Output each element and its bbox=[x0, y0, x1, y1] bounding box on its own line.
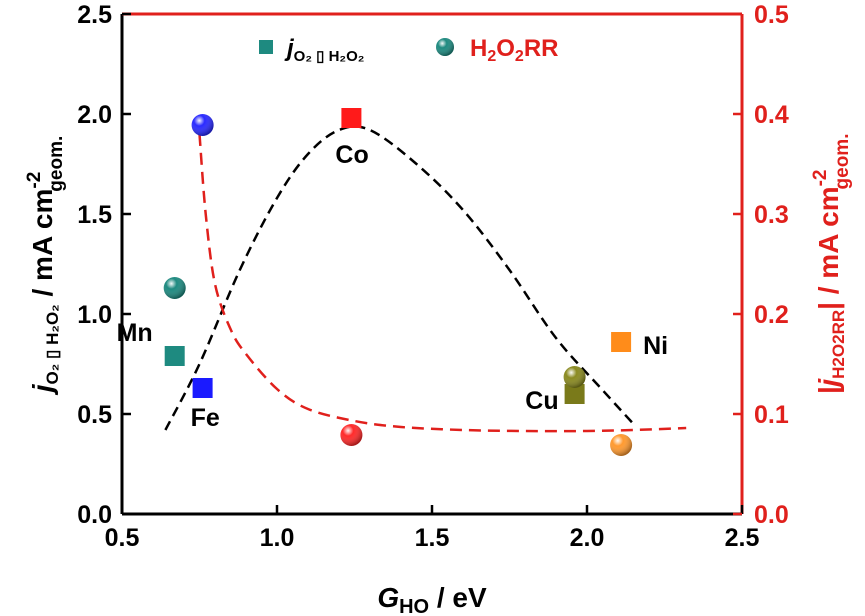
square-marker-cu bbox=[564, 384, 585, 404]
left-axis-title: jO₂ ▯ H₂O₂ / mA cm-2geom. bbox=[24, 136, 67, 397]
sphere-shading-0 bbox=[191, 114, 214, 136]
left-axis-symbol: j bbox=[27, 383, 58, 396]
x-tick-label-4: 2.5 bbox=[725, 524, 760, 552]
legend-entry-1: jO₂ ▯ H₂O₂ bbox=[284, 35, 364, 65]
legend-entry-1-symbol: j bbox=[284, 35, 295, 62]
left-axis-subscript-2: geom. bbox=[46, 136, 67, 192]
y-left-tick-label-0: 0.0 bbox=[77, 501, 112, 529]
right-axis-superscript: -2 bbox=[810, 169, 831, 186]
x-axis-symbol: G bbox=[377, 582, 399, 613]
square-marker-mn bbox=[164, 346, 185, 366]
legend-entry-1-subscript: O₂ ▯ H₂O₂ bbox=[294, 48, 365, 65]
right-axis-symbol: |j bbox=[813, 378, 844, 395]
left-axis-superscript: -2 bbox=[24, 172, 45, 189]
y-right-tick-label-5: 0.5 bbox=[754, 1, 789, 29]
data-markers bbox=[163, 108, 633, 456]
x-axis-subscript: HO bbox=[399, 596, 429, 616]
legend: jO₂ ▯ H₂O₂ H2O2RR bbox=[259, 35, 559, 65]
square-marker-ni bbox=[611, 332, 632, 352]
point-label-mn: Mn bbox=[117, 319, 153, 347]
trend-lines bbox=[164, 125, 687, 433]
point-label-ni: Ni bbox=[643, 332, 668, 360]
right-axis-unit: | / mA cm bbox=[813, 186, 844, 310]
point-label-co: Co bbox=[335, 141, 368, 169]
y-left-tick-label-1: 0.5 bbox=[77, 401, 112, 429]
sphere-shading-4 bbox=[610, 434, 633, 456]
legend-entry-2: H2O2RR bbox=[470, 35, 559, 65]
y-right-tick-label-3: 0.3 bbox=[754, 201, 789, 229]
point-label-cu: Cu bbox=[525, 387, 558, 415]
sphere-shading-2 bbox=[340, 424, 363, 446]
y-left-tick-label-5: 2.5 bbox=[77, 1, 112, 29]
sphere-shading-1 bbox=[163, 277, 186, 299]
trend-line-1 bbox=[198, 133, 687, 433]
y-right-tick-label-2: 0.2 bbox=[754, 301, 789, 329]
x-axis-unit: / eV bbox=[429, 582, 487, 613]
y-left-tick-label-2: 1.0 bbox=[77, 301, 112, 329]
point-label-fe: Fe bbox=[191, 404, 220, 432]
square-marker-fe bbox=[192, 378, 213, 398]
x-tick-label-3: 2.0 bbox=[570, 524, 605, 552]
x-tick-label-1: 1.0 bbox=[260, 524, 295, 552]
y-left-tick-label-3: 1.5 bbox=[77, 201, 112, 229]
x-tick-label-0: 0.5 bbox=[105, 524, 140, 552]
left-axis-unit: / mA cm bbox=[27, 189, 58, 305]
x-axis-title: GHO / eV bbox=[377, 582, 487, 616]
y-left-tick-label-4: 2.0 bbox=[77, 101, 112, 129]
left-axis-subscript: O₂ ▯ H₂O₂ bbox=[43, 304, 62, 384]
y-right-tick-label-1: 0.1 bbox=[754, 401, 789, 429]
y-right-tick-label-4: 0.4 bbox=[754, 101, 789, 129]
ticks: 0.5 1.0 1.5 2.0 2.50.00.51.01.52.02.50.00.10… bbox=[77, 1, 789, 552]
right-axis-title: |jH2O2RR| / mA cm-2geom. bbox=[810, 134, 853, 395]
legend-square-marker bbox=[259, 40, 273, 54]
axes bbox=[120, 12, 744, 516]
x-tick-label-2: 1.5 bbox=[415, 524, 450, 552]
point-labels: Mn Fe Co Cu Ni bbox=[117, 141, 669, 432]
right-axis-subscript: H2O2RR bbox=[829, 310, 848, 379]
y-right-tick-label-0: 0.0 bbox=[754, 501, 789, 529]
trend-line-0 bbox=[164, 125, 635, 431]
sphere-shading-3 bbox=[563, 366, 586, 388]
square-marker-co bbox=[341, 108, 362, 128]
right-axis-subscript-2: geom. bbox=[832, 134, 853, 190]
